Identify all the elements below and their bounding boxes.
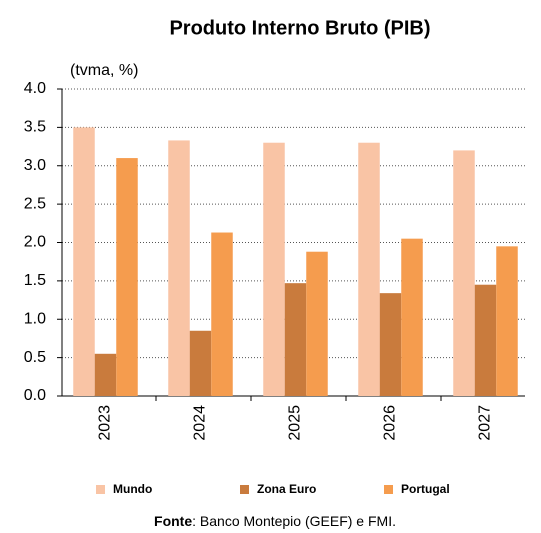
y-tick-label: 2.5 <box>24 195 46 212</box>
y-tick-label: 0.5 <box>24 349 46 366</box>
bar <box>189 330 212 396</box>
legend-label: Mundo <box>113 482 152 496</box>
bar <box>73 127 95 396</box>
bar <box>211 232 233 396</box>
legend-swatch <box>96 485 105 494</box>
bar <box>116 158 138 396</box>
source-note: Fonte: Banco Montepio (GEEF) e FMI. <box>154 513 396 529</box>
bar <box>306 251 328 396</box>
x-tick-label: 2025 <box>287 405 304 441</box>
legend-label: Zona Euro <box>257 482 316 496</box>
bar <box>401 238 423 396</box>
y-axis-label: (tvma, %) <box>70 62 138 79</box>
y-tick-label: 1.0 <box>24 310 46 327</box>
x-tick-label: 2027 <box>477 405 494 441</box>
y-tick-label: 4.0 <box>24 80 46 97</box>
bar <box>496 246 518 396</box>
bar <box>379 293 402 396</box>
bar <box>263 142 285 396</box>
x-tick-label: 2026 <box>382 405 399 441</box>
y-tick-label: 1.5 <box>24 272 46 289</box>
chart-title: Produto Interno Bruto (PIB) <box>169 17 430 39</box>
source-label: Fonte <box>154 513 192 529</box>
bar <box>358 142 380 396</box>
x-tick-label: 2023 <box>97 405 114 441</box>
legend-swatch <box>384 485 393 494</box>
bar <box>284 283 307 396</box>
bar <box>94 353 117 396</box>
legend-label: Portugal <box>401 482 450 496</box>
source-text: : Banco Montepio (GEEF) e FMI. <box>192 513 396 529</box>
bar <box>168 140 190 396</box>
x-tick-label: 2024 <box>192 405 209 441</box>
bar <box>453 150 475 396</box>
y-tick-label: 2.0 <box>24 234 46 251</box>
y-tick-label: 0.0 <box>24 387 46 404</box>
bar <box>474 284 497 396</box>
legend-swatch <box>240 485 249 494</box>
y-tick-label: 3.5 <box>24 119 46 136</box>
y-tick-label: 3.0 <box>24 157 46 174</box>
